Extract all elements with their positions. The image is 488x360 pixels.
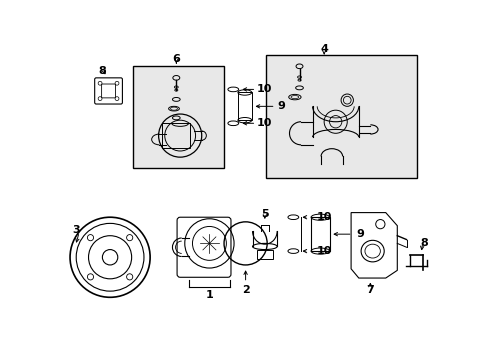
Text: 3: 3 — [72, 225, 80, 235]
Text: 8: 8 — [98, 66, 106, 76]
Text: 4: 4 — [320, 44, 327, 54]
Bar — [257, 249, 272, 259]
Text: 10: 10 — [256, 84, 271, 94]
Text: 10: 10 — [256, 118, 271, 128]
Text: 9: 9 — [277, 101, 285, 111]
Bar — [310, 217, 329, 251]
Bar — [133, 66, 224, 168]
Bar — [162, 123, 190, 148]
Text: 10: 10 — [316, 246, 331, 256]
Bar — [238, 93, 251, 120]
Text: 9: 9 — [356, 229, 364, 239]
Text: 7: 7 — [366, 285, 373, 294]
Text: 6: 6 — [172, 54, 180, 64]
Text: 5: 5 — [261, 209, 268, 219]
Text: 2: 2 — [241, 285, 249, 295]
Bar — [266, 55, 416, 178]
Text: 1: 1 — [205, 290, 213, 300]
Text: 10: 10 — [316, 212, 331, 222]
Text: 8: 8 — [420, 238, 427, 248]
